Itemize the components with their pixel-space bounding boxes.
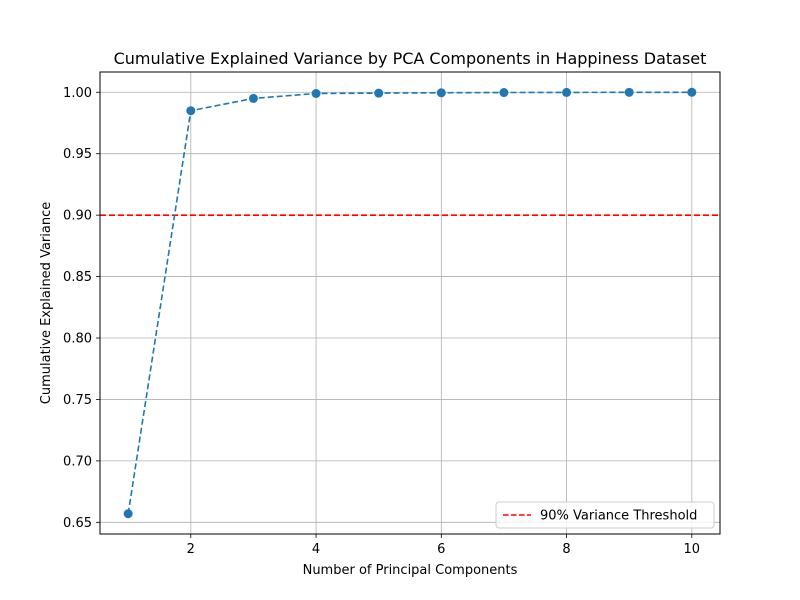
- data-point: [248, 93, 258, 103]
- series-layer: [123, 87, 697, 519]
- data-point: [311, 89, 321, 99]
- x-tick-label: 6: [437, 542, 445, 557]
- x-axis-title: Number of Principal Components: [303, 563, 518, 578]
- legend-label: 90% Variance Threshold: [540, 509, 697, 524]
- y-tick-label: 0.65: [63, 516, 92, 531]
- data-point: [562, 87, 572, 97]
- x-tick-label: 2: [187, 542, 195, 557]
- y-tick-label: 0.80: [63, 332, 92, 347]
- legend: 90% Variance Threshold: [495, 501, 715, 529]
- x-tick-label: 4: [312, 542, 320, 557]
- legend-box: [495, 501, 715, 529]
- y-axis-title: Cumulative Explained Variance: [39, 202, 54, 404]
- data-point: [687, 87, 697, 97]
- y-tick-label: 0.95: [63, 147, 92, 162]
- x-tick-label: 10: [684, 542, 701, 557]
- y-tick-label: 0.85: [63, 270, 92, 285]
- data-point: [374, 88, 384, 98]
- data-point: [499, 88, 509, 98]
- data-point: [186, 106, 196, 116]
- ticks: 2 4 6 8 10 0.65 0.70 0.75 0.80 0.85 0.90 0.95 1.00: [63, 86, 700, 557]
- data-point: [436, 88, 446, 98]
- chart-title: Cumulative Explained Variance by PCA Com…: [114, 49, 707, 68]
- plot-frame: [99, 71, 721, 535]
- data-point: [123, 509, 133, 519]
- data-point: [624, 87, 634, 97]
- y-tick-label: 0.75: [63, 393, 92, 408]
- y-tick-label: 0.90: [63, 209, 92, 224]
- y-tick-label: 0.70: [63, 454, 92, 469]
- y-tick-label: 1.00: [63, 86, 92, 101]
- x-tick-label: 8: [562, 542, 570, 557]
